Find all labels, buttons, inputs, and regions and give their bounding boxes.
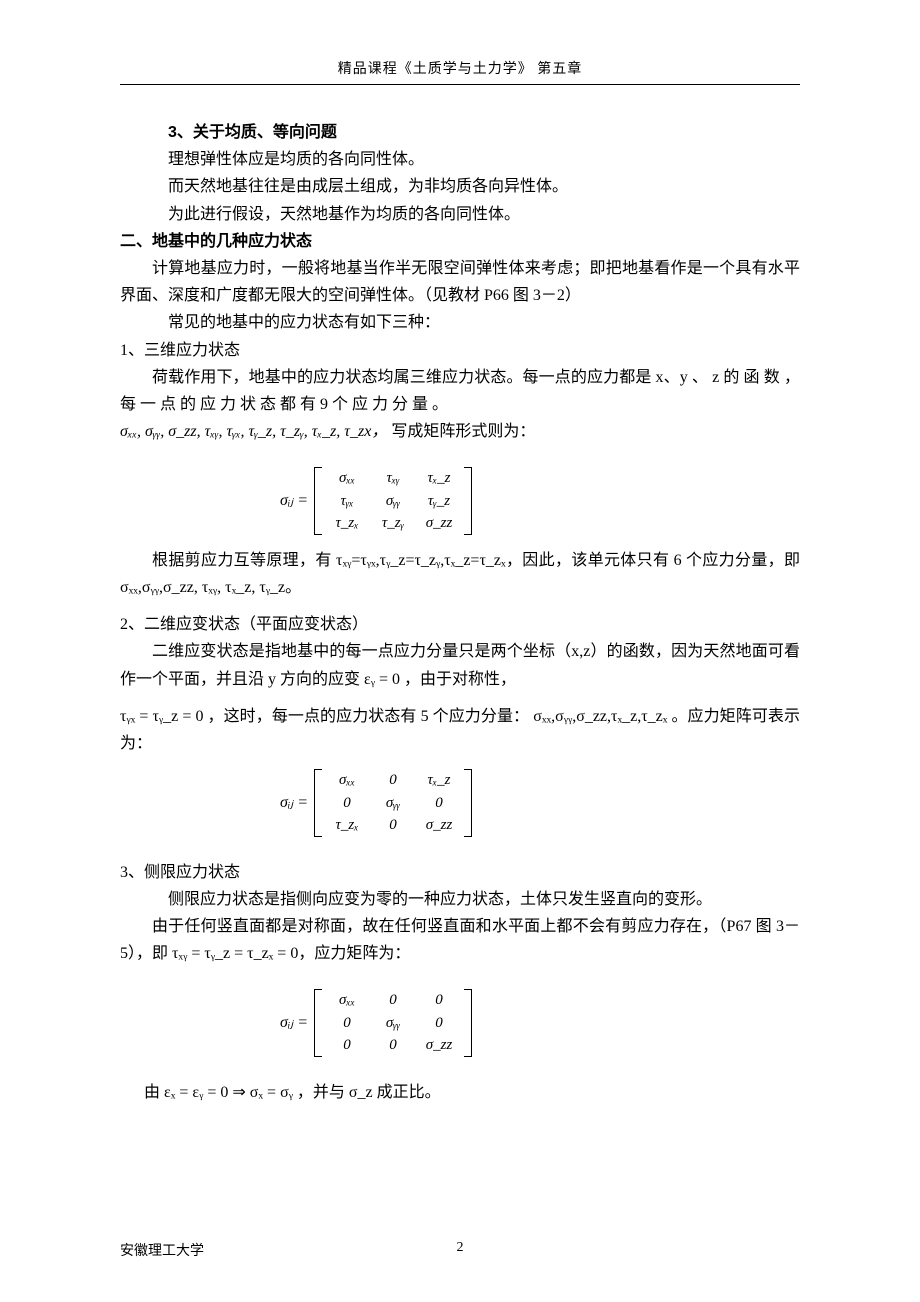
para-st2-2: τᵧₓ = τᵧ_z = 0 ，这时，每一点的应力状态有 5 个应力分量： σₓ… (120, 703, 800, 757)
para-st1-1c: 写成矩阵形式则为： (391, 423, 535, 440)
m2d-11: σᵧᵧ (370, 792, 416, 815)
para-st3-1: 侧限应力状态是指侧向应变为零的一种应力状态，土体只发生竖直向的变形。 (120, 886, 800, 913)
para-st1-1b: σₓₓ, σᵧᵧ, σ_zz, τₓᵧ, τᵧₓ, τᵧ_z, τ_zᵧ, τₓ… (120, 418, 800, 445)
m3d-22: σ_zz (416, 512, 462, 535)
m3d-02: τₓ_z (416, 467, 462, 490)
m2d-12: 0 (416, 792, 462, 815)
mcf-10: 0 (324, 1012, 370, 1035)
m2d-22: σ_zz (416, 814, 462, 837)
heading-st2: 2、二维应变状态（平面应变状态） (120, 611, 800, 638)
m3d-01: τₓᵧ (370, 467, 416, 490)
heading-st3: 3、侧限应力状态 (120, 859, 800, 886)
para-st2-1: 二维应变状态是指地基中的每一点应力分量只是两个坐标（x,z）的函数，因为天然地面… (120, 638, 800, 692)
page-footer: 安徽理工大学 2 (120, 1240, 800, 1260)
m3d-21: τ_zᵧ (370, 512, 416, 535)
m2d-01: 0 (370, 769, 416, 792)
matrix-2d: σᵢⱼ = σₓₓ 0 τₓ_z 0 σᵧᵧ 0 τ_zₓ 0 σ_zz (120, 769, 800, 837)
heading-st1: 1、三维应力状态 (120, 337, 800, 364)
mcf-21: 0 (370, 1034, 416, 1057)
page-header: 精品课程《土质学与土力学》 第五章 (120, 58, 800, 78)
document-body: 3、关于均质、等向问题 理想弹性体应是均质的各向同性体。 而天然地基往往是由成层… (120, 119, 800, 1106)
m3d-10: τᵧₓ (324, 490, 370, 513)
mcf-02: 0 (416, 989, 462, 1012)
para-st1-1a: 荷载作用下，地基中的应力状态均属三维应力状态。每一点的应力都是 x、y 、 z … (120, 364, 800, 418)
para-s3-2: 而天然地基往往是由成层土组成，为非均质各向异性体。 (120, 173, 800, 200)
m3d-00: σₓₓ (324, 467, 370, 490)
para-sec2-1: 计算地基应力时，一般将地基当作半无限空间弹性体来考虑；即把地基看作是一个具有水平… (120, 255, 800, 309)
heading-3-homogeneous: 3、关于均质、等向问题 (120, 119, 800, 146)
heading-2-stress-states: 二、地基中的几种应力状态 (120, 228, 800, 255)
mcf-22: σ_zz (416, 1034, 462, 1057)
m3d-20: τ_zₓ (324, 512, 370, 535)
m2d-02: τₓ_z (416, 769, 462, 792)
para-sec2-2: 常见的地基中的应力状态有如下三种： (120, 309, 800, 336)
mcf-00: σₓₓ (324, 989, 370, 1012)
matrix-confined: σᵢⱼ = σₓₓ 0 0 0 σᵧᵧ 0 0 0 σ_zz (120, 989, 800, 1057)
para-s3-1: 理想弹性体应是均质的各向同性体。 (120, 146, 800, 173)
m2d-20: τ_zₓ (324, 814, 370, 837)
matrix-3d-lhs: σᵢⱼ = (280, 487, 308, 514)
footer-page-number: 2 (457, 1240, 464, 1256)
mcf-12: 0 (416, 1012, 462, 1035)
para-st1-2: 根据剪应力互等原理，有 τₓᵧ=τᵧₓ,τᵧ_z=τ_zᵧ,τₓ_z=τ_zₓ，… (120, 547, 800, 601)
m2d-10: 0 (324, 792, 370, 815)
header-rule (120, 84, 800, 85)
matrix-2d-lhs: σᵢⱼ = (280, 789, 308, 816)
para-st3-2: 由于任何竖直面都是对称面，故在任何竖直面和水平面上都不会有剪应力存在，（P67 … (120, 913, 800, 967)
matrix-cf-lhs: σᵢⱼ = (280, 1009, 308, 1036)
footer-university: 安徽理工大学 (120, 1240, 204, 1260)
mcf-01: 0 (370, 989, 416, 1012)
matrix-3d: σᵢⱼ = σₓₓ τₓᵧ τₓ_z τᵧₓ σᵧᵧ τᵧ_z τ_zₓ τ_z… (120, 467, 800, 535)
mcf-11: σᵧᵧ (370, 1012, 416, 1035)
m3d-11: σᵧᵧ (370, 490, 416, 513)
m2d-21: 0 (370, 814, 416, 837)
m3d-12: τᵧ_z (416, 490, 462, 513)
m2d-00: σₓₓ (324, 769, 370, 792)
para-s3-3: 为此进行假设，天然地基作为均质的各向同性体。 (120, 201, 800, 228)
mcf-20: 0 (324, 1034, 370, 1057)
stress-components-9: σₓₓ, σᵧᵧ, σ_zz, τₓᵧ, τᵧₓ, τᵧ_z, τ_zᵧ, τₓ… (120, 423, 387, 440)
para-st3-3: 由 εₓ = εᵧ = 0 ⇒ σₓ = σᵧ ，并与 σ_z 成正比。 (120, 1079, 800, 1106)
